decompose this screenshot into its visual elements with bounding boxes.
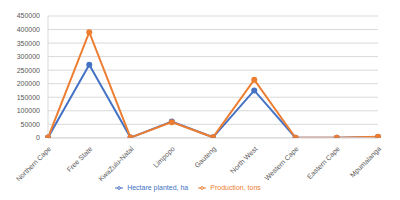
html-text:Production, tons: Production, tons: [210, 183, 261, 191]
svg-text:200000: 200000: [17, 80, 40, 87]
svg-text:150000: 150000: [17, 94, 40, 101]
svg-text:Northern Cape: Northern Cape: [15, 145, 53, 183]
svg-text:Limpopo: Limpopo: [152, 145, 177, 170]
svg-text:KwaZulu-Natal: KwaZulu-Natal: [97, 145, 135, 183]
svg-text:Eastern Cape: Eastern Cape: [306, 145, 342, 181]
svg-text:Western Cape: Western Cape: [263, 145, 300, 182]
svg-text:50000: 50000: [21, 121, 41, 128]
svg-text:350000: 350000: [17, 40, 40, 47]
svg-text:0: 0: [36, 134, 40, 141]
svg-text:450000: 450000: [17, 12, 40, 19]
svg-text:North West: North West: [229, 145, 259, 175]
svg-text:250000: 250000: [17, 67, 40, 74]
svg-text:Mpumalanga: Mpumalanga: [349, 145, 383, 179]
svg-text:400000: 400000: [17, 26, 40, 33]
svg-text:Gauteng: Gauteng: [193, 145, 218, 170]
html-text:Hectare planted, ha: Hectare planted, ha: [127, 183, 189, 191]
svg-text:100000: 100000: [17, 107, 40, 114]
svg-text:300000: 300000: [17, 53, 40, 60]
svg-text:Free State: Free State: [65, 145, 93, 173]
